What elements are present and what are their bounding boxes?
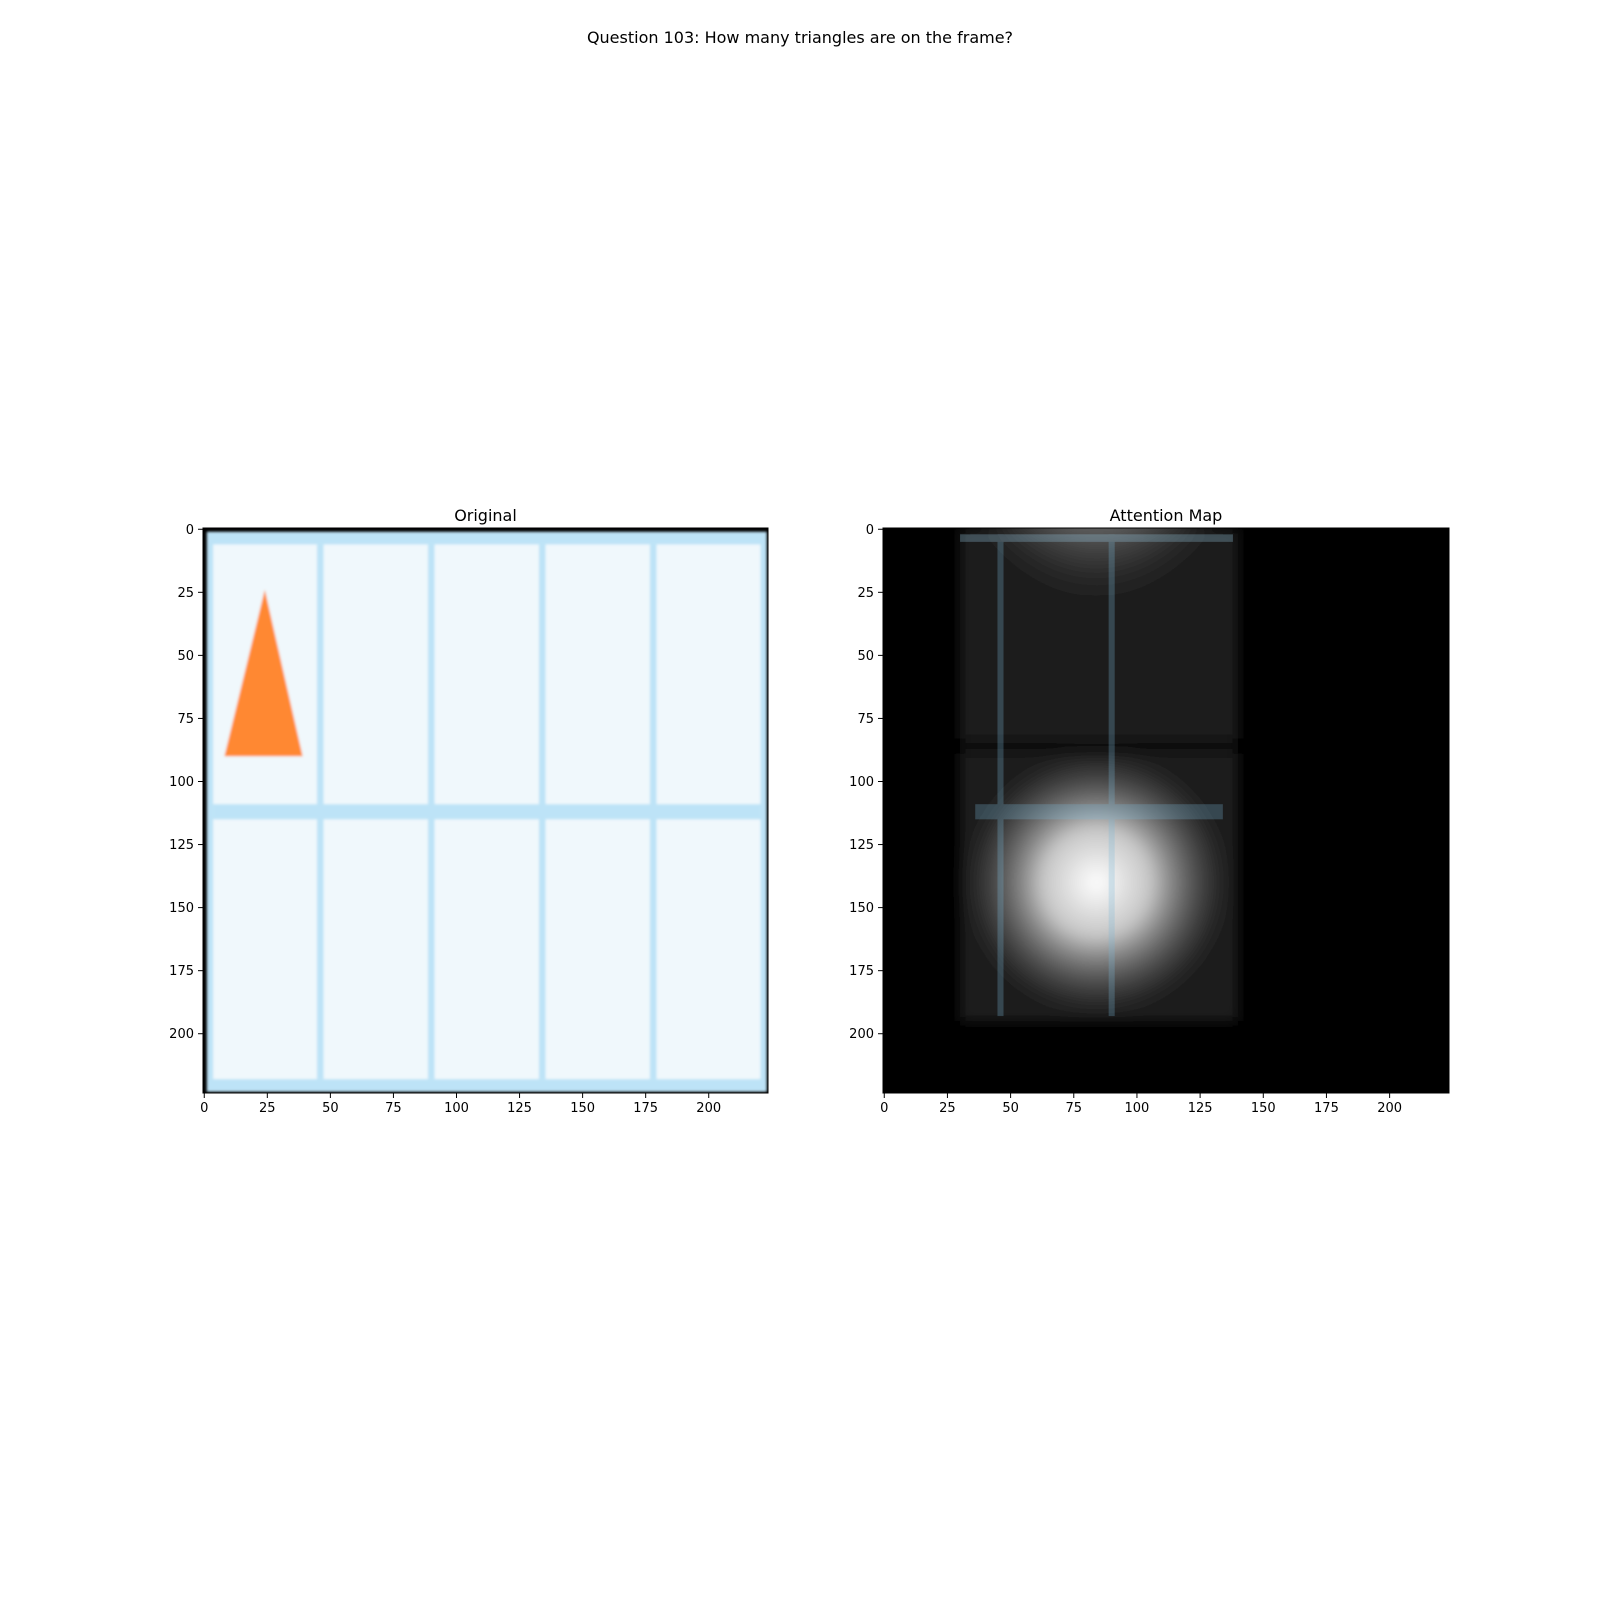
attention-hotspot xyxy=(970,528,1223,719)
original-y-tick-label: 125 xyxy=(169,838,194,853)
attention-y-tick-label: 0 xyxy=(866,523,874,538)
attention-x-tick-label: 125 xyxy=(1188,1101,1213,1116)
attention-gap xyxy=(960,738,1239,754)
original-y-tick-label: 150 xyxy=(169,901,194,916)
original-x-tick-label: 175 xyxy=(633,1101,658,1116)
original-y-tick-label: 50 xyxy=(177,649,194,664)
attention-x-tick-label: 150 xyxy=(1251,1101,1276,1116)
original-panel: Original 0 25 50 75 100 125 150 175 200 0 25 50 75 1… xyxy=(169,506,769,1116)
original-x-tick-label: 100 xyxy=(444,1101,469,1116)
attention-y-axis: 0 25 50 75 100 125 150 175 200 xyxy=(849,523,883,1042)
attention-x-tick-label: 175 xyxy=(1314,1101,1339,1116)
attention-overlay-rim xyxy=(960,534,1233,542)
attention-overlay-divider xyxy=(975,804,1223,820)
original-y-tick-label: 200 xyxy=(169,1027,194,1042)
original-x-axis: 0 25 50 75 100 125 150 175 200 xyxy=(200,1093,721,1116)
attention-x-tick-label: 0 xyxy=(880,1101,888,1116)
original-x-tick-label: 50 xyxy=(322,1101,339,1116)
figure-suptitle: Question 103: How many triangles are on … xyxy=(586,28,1014,47)
attention-y-tick-label: 150 xyxy=(849,901,874,916)
attention-title: Attention Map xyxy=(1110,506,1223,525)
attention-x-tick-label: 200 xyxy=(1377,1101,1402,1116)
original-y-tick-label: 25 xyxy=(177,586,194,601)
attention-x-tick-label: 50 xyxy=(1002,1101,1019,1116)
attention-overlay-divider xyxy=(1108,534,1115,1017)
attention-heatmap xyxy=(883,528,1449,1093)
attention-hotspot xyxy=(957,743,1236,1022)
original-x-tick-label: 0 xyxy=(200,1101,208,1116)
original-y-tick-label: 0 xyxy=(186,523,194,538)
original-y-tick-label: 75 xyxy=(177,712,194,727)
attention-panel: Attention Map 0 25 50 75 100 125 150 175 200 0 25… xyxy=(849,506,1450,1116)
original-y-axis: 0 25 50 75 100 125 150 175 200 xyxy=(169,523,203,1042)
original-x-tick-label: 200 xyxy=(696,1101,721,1116)
attention-y-tick-label: 50 xyxy=(857,649,874,664)
attention-axes-frame xyxy=(882,527,1450,1094)
original-x-tick-label: 25 xyxy=(259,1101,276,1116)
attention-x-tick-label: 100 xyxy=(1125,1101,1150,1116)
attention-x-tick-label: 25 xyxy=(939,1101,956,1116)
attention-y-tick-label: 75 xyxy=(857,712,874,727)
attention-y-tick-label: 175 xyxy=(849,964,874,979)
attention-x-tick-label: 75 xyxy=(1065,1101,1082,1116)
attention-y-tick-label: 125 xyxy=(849,838,874,853)
original-x-tick-label: 150 xyxy=(570,1101,595,1116)
attention-y-tick-label: 25 xyxy=(857,586,874,601)
original-x-tick-label: 125 xyxy=(507,1101,532,1116)
original-y-tick-label: 100 xyxy=(169,775,194,790)
triangle-shape xyxy=(224,589,303,757)
horizontal-divider xyxy=(213,804,761,820)
original-image xyxy=(203,528,768,1093)
original-y-tick-label: 175 xyxy=(169,964,194,979)
original-x-tick-label: 75 xyxy=(385,1101,402,1116)
original-axes-frame xyxy=(202,527,769,1094)
attention-y-tick-label: 100 xyxy=(849,775,874,790)
attention-overlay-divider xyxy=(997,534,1004,1017)
attention-x-axis: 0 25 50 75 100 125 150 175 200 xyxy=(880,1093,1402,1116)
attention-y-tick-label: 200 xyxy=(849,1027,874,1042)
original-title: Original xyxy=(454,506,517,525)
